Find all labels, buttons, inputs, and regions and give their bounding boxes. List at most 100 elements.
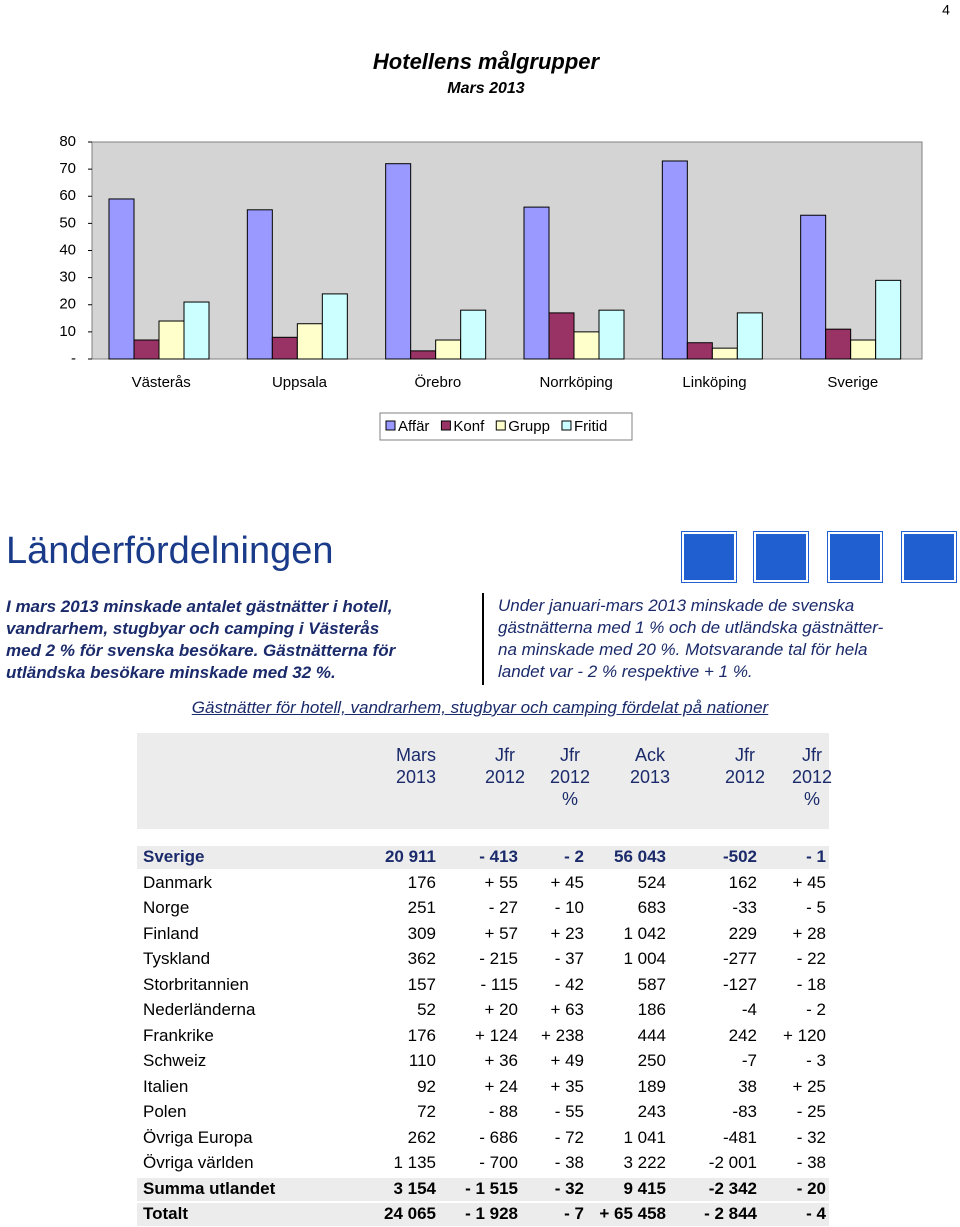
cell: - 38: [554, 1153, 584, 1172]
cell: 176: [407, 872, 436, 892]
cell: - 686: [479, 1127, 518, 1147]
cell: - 2 844: [704, 1204, 757, 1223]
legend-box: [379, 412, 633, 441]
legend-label: Affär: [398, 418, 429, 435]
cell: 72: [417, 1102, 436, 1121]
cell: + 36: [484, 1051, 518, 1070]
cell: - 2: [564, 847, 584, 866]
cell: - 32: [554, 1178, 584, 1198]
row-label: Tyskland: [143, 949, 211, 968]
bar: [385, 163, 412, 360]
text-line: landet var - 2 % respektive + 1 %.: [498, 662, 753, 681]
chart-subtitle: Mars 2013: [447, 80, 524, 97]
cell: + 49: [550, 1051, 584, 1070]
cell: - 37: [554, 949, 584, 968]
cell: + 120: [782, 1025, 826, 1045]
x-tick-label: Norrköping: [539, 374, 612, 391]
bar: [800, 214, 827, 360]
column-header: %: [561, 789, 578, 809]
cell: 683: [637, 898, 666, 917]
row-label: Frankrike: [143, 1025, 214, 1045]
bar: [183, 301, 210, 360]
cell: - 20: [796, 1178, 826, 1198]
row-label: Totalt: [143, 1204, 189, 1223]
column-header: 2012: [549, 767, 591, 787]
bar: [598, 309, 625, 360]
cell: - 1: [806, 847, 826, 866]
cell: - 32: [796, 1127, 826, 1147]
cell: - 2: [806, 1000, 826, 1019]
cell: -2 001: [708, 1153, 757, 1172]
cell: 444: [637, 1025, 666, 1045]
bar: [661, 160, 688, 360]
cell: - 18: [796, 974, 826, 994]
cell: 3 222: [623, 1153, 666, 1172]
legend-label: Grupp: [508, 418, 550, 435]
bar: [271, 336, 298, 360]
row-label: Nederländerna: [143, 1000, 256, 1019]
cell: - 55: [554, 1102, 584, 1121]
cell: 176: [407, 1025, 436, 1045]
cell: 92: [417, 1076, 436, 1096]
row-label: Norge: [143, 898, 190, 917]
cell: 52: [417, 1000, 436, 1019]
cell: 251: [407, 898, 436, 917]
row-label: Finland: [143, 923, 199, 943]
bar: [158, 320, 185, 360]
column-header: 2012: [791, 767, 833, 787]
cell: + 20: [484, 1000, 518, 1019]
cell: + 57: [484, 923, 518, 943]
column-header: Jfr: [802, 745, 822, 765]
bar: [460, 309, 487, 360]
bar: [410, 350, 437, 360]
row-bg: [137, 1177, 829, 1201]
text-line: I mars 2013 minskade antalet gästnätter …: [6, 597, 393, 616]
cell: - 1 515: [465, 1178, 518, 1198]
cell: + 24: [484, 1076, 518, 1096]
cell: 262: [407, 1127, 436, 1147]
cell: - 5: [806, 898, 826, 917]
cell: 229: [728, 923, 757, 943]
cell: 56 043: [614, 847, 666, 866]
cell: -2 342: [708, 1178, 757, 1198]
cell: 189: [637, 1076, 666, 1096]
table-caption: Gästnätter för hotell, vandrarhem, stugb…: [191, 698, 769, 717]
cell: - 1 928: [465, 1204, 518, 1223]
bar: [296, 323, 323, 360]
cell: 250: [637, 1051, 666, 1070]
table-header-bg: [137, 733, 829, 829]
cell: 110: [408, 1051, 436, 1070]
legend-swatch: [385, 420, 396, 431]
bar: [850, 339, 877, 360]
row-label: Storbritannien: [143, 974, 249, 994]
bar: [875, 279, 902, 360]
column-header: 2013: [629, 767, 671, 787]
hostel-icon: [753, 531, 809, 583]
cell: 242: [728, 1025, 757, 1045]
cell: -7: [741, 1051, 757, 1070]
cell: - 413: [479, 847, 518, 866]
cell: 20 911: [384, 847, 436, 866]
column-header: 2013: [395, 767, 437, 787]
cell: 524: [637, 872, 666, 892]
cell: + 63: [550, 1000, 584, 1019]
legend-label: Fritid: [574, 418, 607, 435]
cell: - 22: [796, 949, 826, 968]
cell: -277: [722, 949, 757, 968]
chart: Hotellens målgrupper Mars 2013 4 - 10 20 30…: [59, 2, 950, 441]
text-line: Under januari-mars 2013 minskade de sven…: [498, 596, 855, 615]
cell: 1 041: [623, 1127, 666, 1147]
legend-label: Konf: [453, 418, 485, 435]
cell: + 25: [792, 1076, 826, 1096]
cell: -481: [722, 1127, 757, 1147]
cell: 362: [407, 949, 436, 968]
row-label: Danmark: [143, 872, 212, 892]
left-text: I mars 2013 minskade antalet gästnätter …: [6, 596, 395, 684]
row-label: Italien: [143, 1076, 189, 1096]
y-tick-label: 50: [59, 214, 76, 231]
cell: 1 042: [623, 923, 666, 943]
cell: 587: [637, 974, 666, 994]
column-header: 2012: [724, 767, 766, 787]
cell: - 7: [564, 1204, 584, 1223]
cell: + 238: [540, 1025, 584, 1045]
